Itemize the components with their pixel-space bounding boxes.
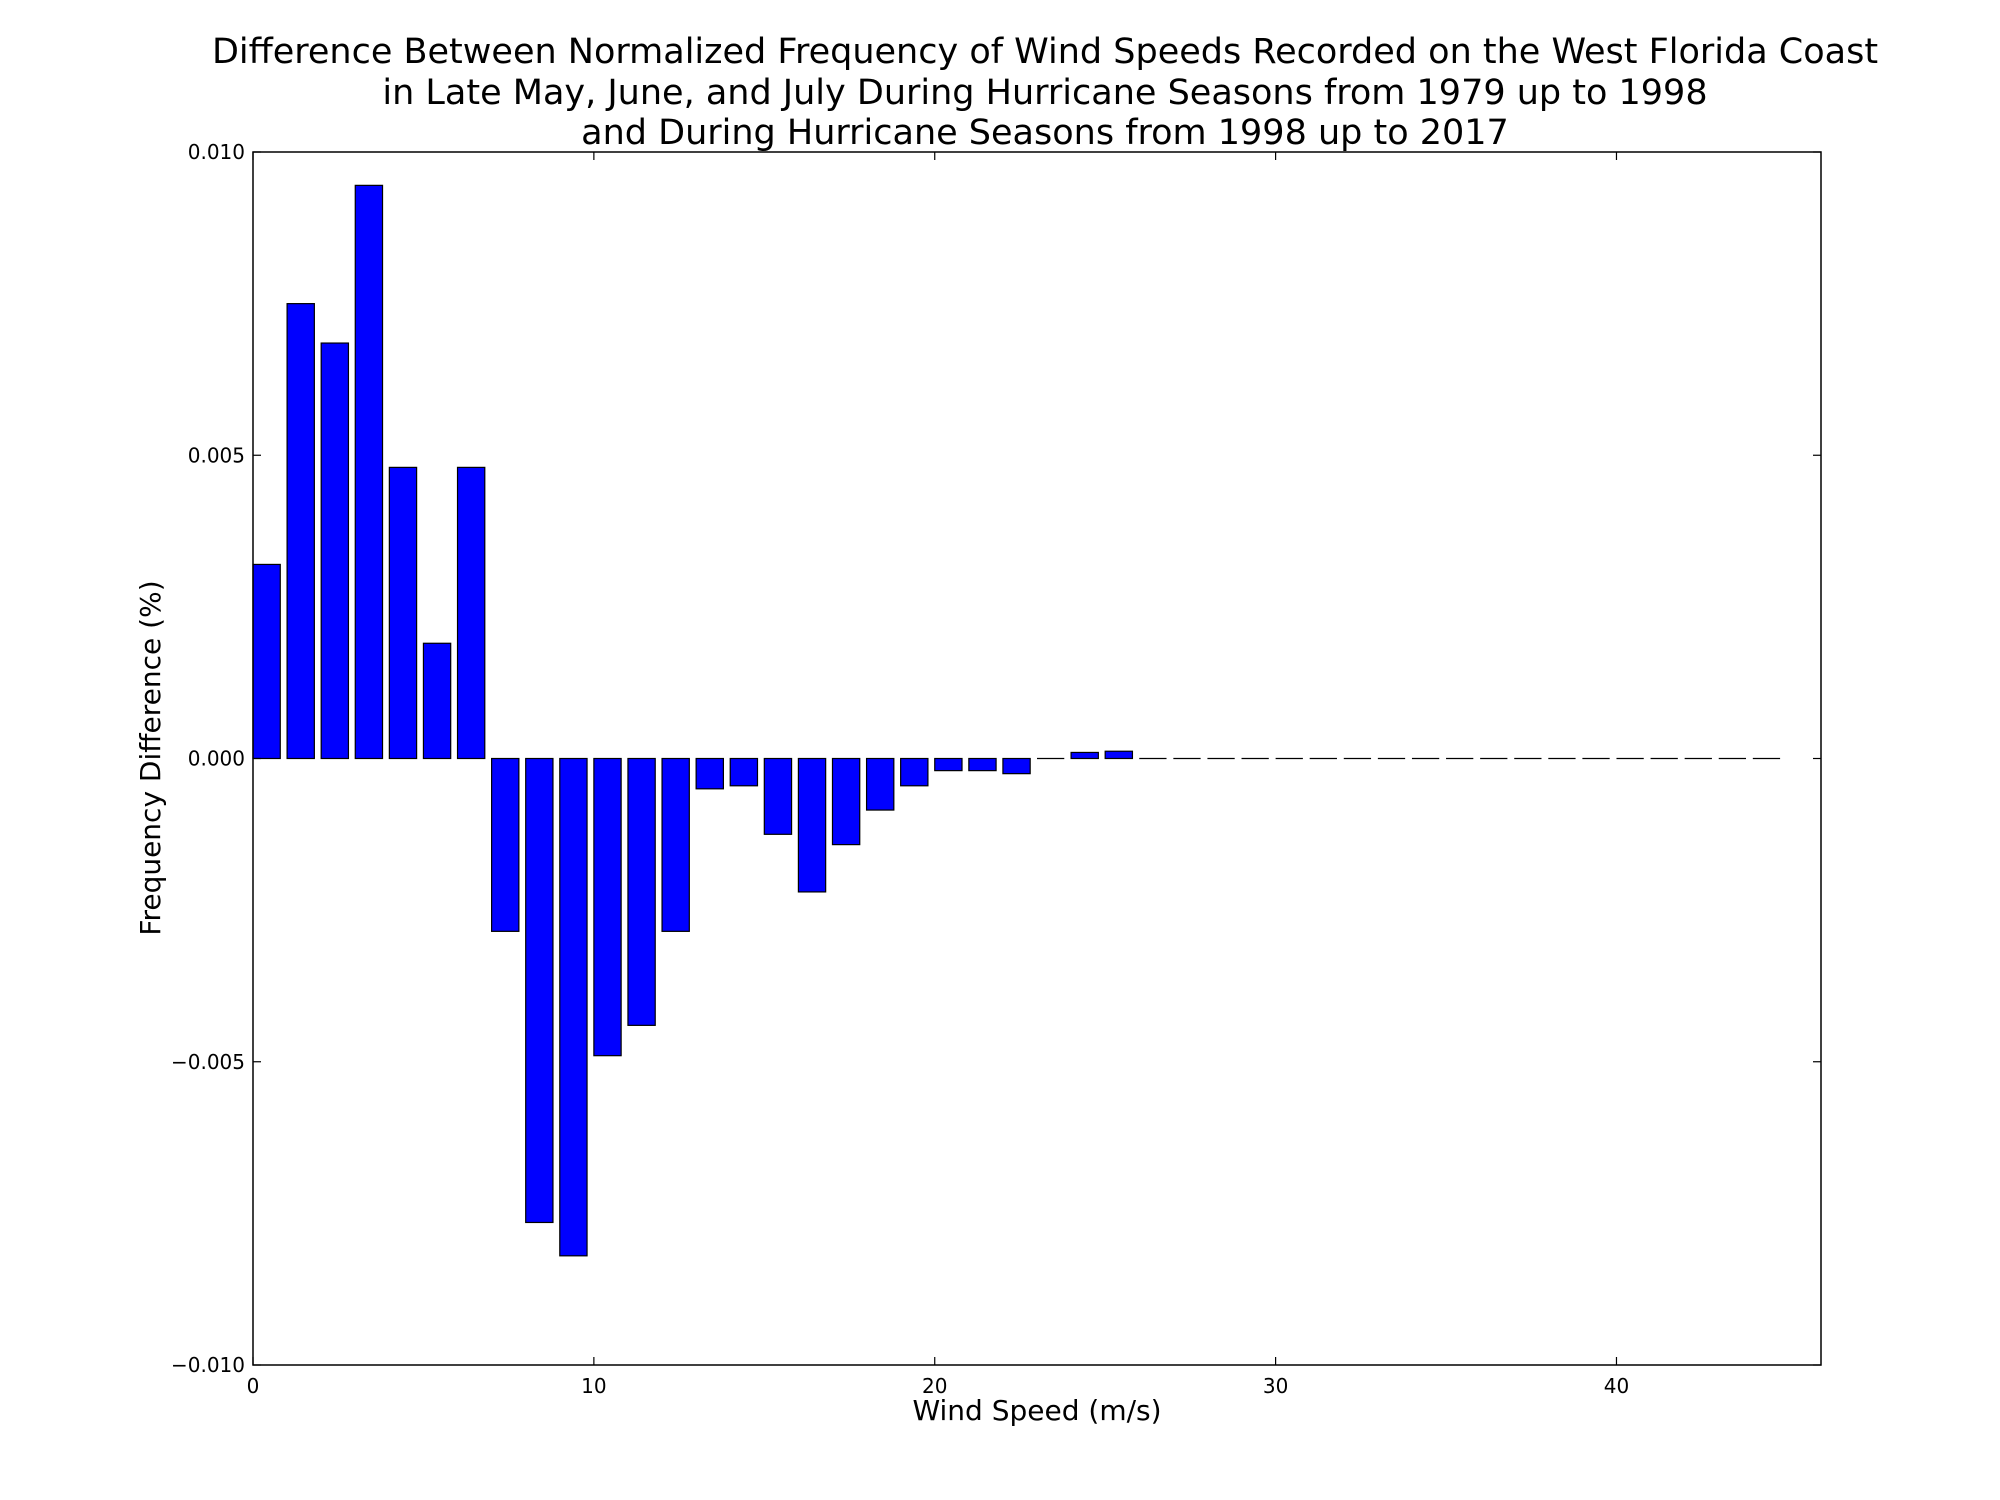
bar-5	[422, 642, 452, 760]
bar-24	[1070, 751, 1099, 760]
y-tick-label-0: −0.010	[171, 1353, 245, 1377]
bar-2	[320, 342, 350, 760]
bar-14	[729, 757, 759, 787]
title-line-2: in Late May, June, and July During Hurri…	[382, 73, 1707, 113]
bar-13	[695, 757, 724, 790]
chart-title: Difference Between Normalized Frequency …	[212, 32, 1878, 153]
bar-22	[1002, 757, 1031, 775]
title-line-3: and During Hurricane Seasons from 1998 u…	[581, 113, 1509, 153]
bar-3	[354, 184, 384, 760]
y-tick-label-4: 0.010	[188, 140, 245, 164]
x-axis-label: Wind Speed (m/s)	[912, 1394, 1161, 1427]
bar-7	[491, 757, 520, 932]
bar-19	[900, 757, 929, 787]
bars-group	[252, 184, 1781, 1257]
y-tick-label-2: 0.000	[188, 747, 245, 771]
bar-11	[627, 757, 656, 1026]
bar-20	[934, 757, 963, 772]
bar-0	[252, 563, 281, 760]
bar-16	[797, 757, 827, 893]
bar-15	[763, 757, 793, 835]
bar-21	[968, 757, 997, 772]
bar-6	[456, 466, 486, 760]
title-line-1: Difference Between Normalized Frequency …	[212, 32, 1878, 72]
x-tick-label-0: 0	[247, 1374, 260, 1398]
bar-10	[593, 757, 622, 1057]
x-tick-label-30: 30	[1263, 1374, 1288, 1398]
bar-4	[388, 466, 418, 760]
bar-18	[865, 757, 895, 811]
bar-17	[831, 757, 861, 846]
y-tick-label-3: 0.005	[188, 443, 245, 467]
y-axis-label: Frequency Difference (%)	[134, 580, 167, 935]
x-tick-label-10: 10	[581, 1374, 606, 1398]
y-tick-label-1: −0.005	[171, 1050, 245, 1074]
bar-9	[559, 757, 588, 1257]
bar-8	[525, 757, 554, 1224]
x-tick-label-40: 40	[1604, 1374, 1629, 1398]
ticks-group: 0 10 20 30 40 −0.010 −0.005 0.000 0.005 0.010	[171, 140, 1821, 1398]
bar-1	[286, 303, 315, 760]
bar-25	[1104, 750, 1134, 760]
x-tick-label-20: 20	[922, 1374, 947, 1398]
bar-12	[661, 757, 690, 932]
